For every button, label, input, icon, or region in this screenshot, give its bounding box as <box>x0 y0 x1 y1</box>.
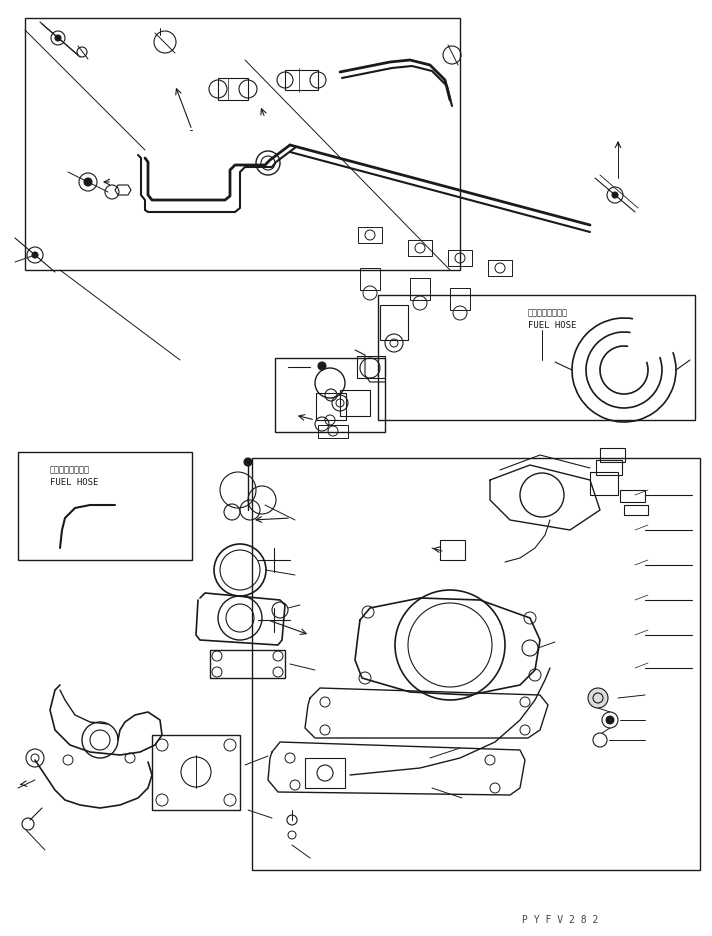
Circle shape <box>606 716 614 724</box>
Bar <box>252 458 700 870</box>
Text: FUEL HOSE: FUEL HOSE <box>50 478 98 487</box>
Bar <box>25 18 460 270</box>
Text: FUEL HOSE: FUEL HOSE <box>528 321 577 330</box>
Bar <box>357 356 385 378</box>
Circle shape <box>32 252 38 258</box>
Bar <box>380 305 408 340</box>
Bar <box>410 278 430 300</box>
Bar <box>450 288 470 310</box>
Bar <box>210 650 285 678</box>
Text: P Y F V 2 8 2: P Y F V 2 8 2 <box>522 915 598 925</box>
Bar <box>624 505 648 515</box>
Bar <box>596 460 622 475</box>
Bar <box>318 425 348 438</box>
Bar <box>340 390 370 416</box>
Bar <box>18 452 192 560</box>
Bar <box>305 758 345 788</box>
Circle shape <box>84 178 92 186</box>
Circle shape <box>244 458 252 466</box>
Bar <box>152 735 240 810</box>
Bar <box>285 70 318 90</box>
Bar <box>316 393 346 420</box>
Circle shape <box>318 362 326 370</box>
Circle shape <box>55 35 61 41</box>
Bar <box>218 78 248 100</box>
Text: フューエルホース: フューエルホース <box>528 308 568 317</box>
Text: フューエルホース: フューエルホース <box>50 465 90 474</box>
Bar <box>590 472 618 495</box>
Bar <box>275 358 385 432</box>
Bar <box>378 295 695 420</box>
Bar <box>440 540 465 560</box>
Bar <box>600 448 625 462</box>
Circle shape <box>588 688 608 708</box>
Circle shape <box>612 192 618 198</box>
Bar <box>360 268 380 290</box>
Bar <box>620 490 645 502</box>
